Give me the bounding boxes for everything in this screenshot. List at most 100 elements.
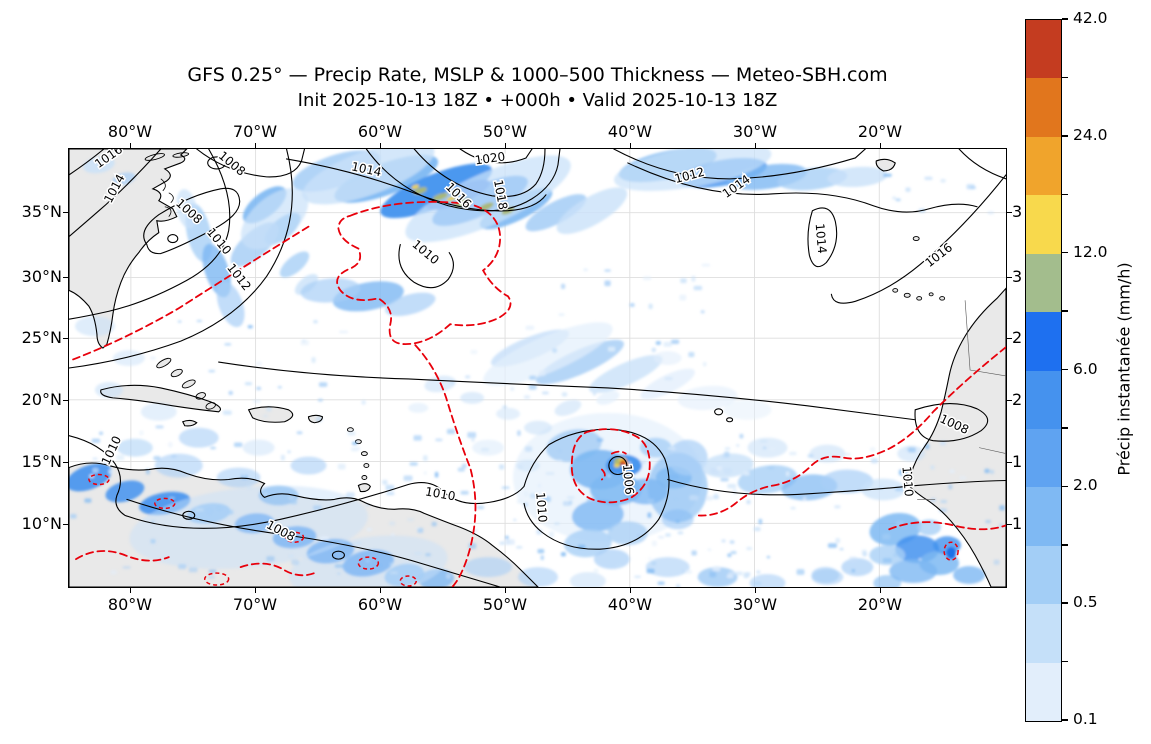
lon-tick-mark xyxy=(505,588,507,593)
lon-tick-label-bottom: 80°W xyxy=(107,595,153,614)
isobar-label: 1010 xyxy=(424,484,456,503)
lat-tick-label-left: 35°N xyxy=(21,202,62,221)
colorbar-tick-mark xyxy=(1062,719,1068,721)
colorbar-tick-mark xyxy=(1062,76,1068,79)
lon-tick-mark xyxy=(130,143,132,148)
colorbar-segment xyxy=(1026,487,1061,546)
lat-tick-mark xyxy=(1007,212,1012,214)
lon-tick-label-bottom: 30°W xyxy=(732,595,778,614)
lat-tick-label-left: 25°N xyxy=(21,328,62,347)
lat-tick-mark xyxy=(1007,400,1012,402)
lon-tick-label-top: 70°W xyxy=(232,122,278,141)
lat-tick-label-left: 10°N xyxy=(21,514,62,533)
colorbar-tick-label: 2.0 xyxy=(1073,476,1098,495)
lon-tick-mark xyxy=(380,143,382,148)
lon-tick-label-top: 50°W xyxy=(482,122,528,141)
thickness-contours xyxy=(69,200,1006,587)
colorbar-tick-mark xyxy=(1062,368,1068,371)
lon-tick-mark xyxy=(630,143,632,148)
lon-tick-mark xyxy=(755,143,757,148)
colorbar-axis-label: Précip instantanée (mm/h) xyxy=(1114,262,1134,476)
lon-tick-label-top: 20°W xyxy=(857,122,903,141)
lon-tick-mark xyxy=(505,143,507,148)
lon-tick-label-top: 40°W xyxy=(607,122,653,141)
lon-tick-label-bottom: 70°W xyxy=(232,595,278,614)
colorbar-tick-mark xyxy=(1062,193,1068,195)
lat-tick-mark xyxy=(1007,338,1012,340)
colorbar-tick-mark xyxy=(1062,18,1068,20)
colorbar-segment xyxy=(1026,136,1061,196)
page-subtitle: Init 2025-10-13 18Z • +000h • Valid 2025… xyxy=(297,90,778,111)
colorbar-tick-mark xyxy=(1062,251,1068,254)
colorbar-tick-mark xyxy=(1062,427,1068,429)
lon-tick-mark xyxy=(255,588,257,593)
lat-tick-label-right-clipped: 1 xyxy=(1012,514,1023,533)
isobar-label: 1018 xyxy=(491,179,510,211)
lat-tick-label-left: 30°N xyxy=(21,267,62,286)
lat-tick-mark xyxy=(1007,462,1012,464)
lat-tick-label-right-clipped: 3 xyxy=(1012,267,1023,286)
lon-tick-label-top: 30°W xyxy=(732,122,778,141)
colorbar-segment xyxy=(1026,253,1061,313)
colorbar-segment xyxy=(1026,20,1061,79)
lat-tick-mark xyxy=(63,400,68,402)
colorbar-segment xyxy=(1026,662,1061,722)
lat-tick-label-left: 15°N xyxy=(21,452,62,471)
isobar-label: 1010 xyxy=(533,492,550,523)
colorbar-tick-mark xyxy=(1062,660,1068,663)
colorbar-segment xyxy=(1026,312,1061,371)
colorbar-tick-label: 6.0 xyxy=(1073,359,1098,378)
colorbar-tick-label: 0.5 xyxy=(1073,593,1098,612)
lat-tick-label-right-clipped: 2 xyxy=(1012,390,1023,409)
isobar-label: 1014 xyxy=(813,223,830,254)
colorbar-segment xyxy=(1026,78,1061,137)
lon-tick-mark xyxy=(380,588,382,593)
colorbar-segment xyxy=(1026,370,1061,429)
colorbar-tick-mark xyxy=(1062,135,1068,137)
map-canvas: 1016 1014 1008 1008 1010 1012 1014 1020 1016 1018… xyxy=(68,148,1007,588)
lat-tick-mark xyxy=(1007,277,1012,279)
lat-tick-mark xyxy=(63,524,68,526)
lat-tick-label-right-clipped: 1 xyxy=(1012,452,1023,471)
lat-tick-label-right-clipped: 2 xyxy=(1012,328,1023,347)
colorbar-tick-label: 0.1 xyxy=(1073,710,1098,728)
lon-tick-mark xyxy=(130,588,132,593)
colorbar-tick-label: 42.0 xyxy=(1073,9,1108,27)
lon-tick-label-top: 80°W xyxy=(107,122,153,141)
colorbar-segment xyxy=(1026,195,1061,254)
lon-tick-mark xyxy=(630,588,632,593)
lat-tick-label-left: 20°N xyxy=(21,390,62,409)
precip-shading xyxy=(69,149,1005,587)
colorbar-tick-mark xyxy=(1062,485,1068,488)
colorbar-tick-mark xyxy=(1062,602,1068,604)
lon-tick-mark xyxy=(880,143,882,148)
lat-tick-mark xyxy=(1007,524,1012,526)
isobar-label: 1006 xyxy=(620,464,637,495)
colorbar-segment xyxy=(1026,604,1061,663)
isobar-label: 1016 xyxy=(923,240,956,270)
colorbar-segment xyxy=(1026,545,1061,605)
isobar-label: 1020 xyxy=(474,149,506,167)
page-title: GFS 0.25° — Precip Rate, MSLP & 1000–500… xyxy=(187,64,888,86)
lat-tick-mark xyxy=(63,277,68,279)
colorbar-tick-mark xyxy=(1062,310,1068,312)
colorbar-tick-label: 24.0 xyxy=(1073,125,1108,144)
lon-tick-mark xyxy=(755,588,757,593)
colorbar-tick-mark xyxy=(1062,544,1068,546)
lon-tick-label-top: 60°W xyxy=(357,122,403,141)
lon-tick-mark xyxy=(880,588,882,593)
lat-tick-mark xyxy=(63,212,68,214)
lon-tick-label-bottom: 20°W xyxy=(857,595,903,614)
lon-tick-label-bottom: 50°W xyxy=(482,595,528,614)
lat-tick-mark xyxy=(63,462,68,464)
mslp-contours xyxy=(69,149,1006,587)
colorbar xyxy=(1025,19,1062,722)
colorbar-tick-label: 12.0 xyxy=(1073,242,1108,261)
lon-tick-label-bottom: 40°W xyxy=(607,595,653,614)
lon-tick-mark xyxy=(255,143,257,148)
lat-tick-mark xyxy=(63,338,68,340)
lat-tick-label-right-clipped: 3 xyxy=(1012,202,1023,221)
lon-tick-label-bottom: 60°W xyxy=(357,595,403,614)
